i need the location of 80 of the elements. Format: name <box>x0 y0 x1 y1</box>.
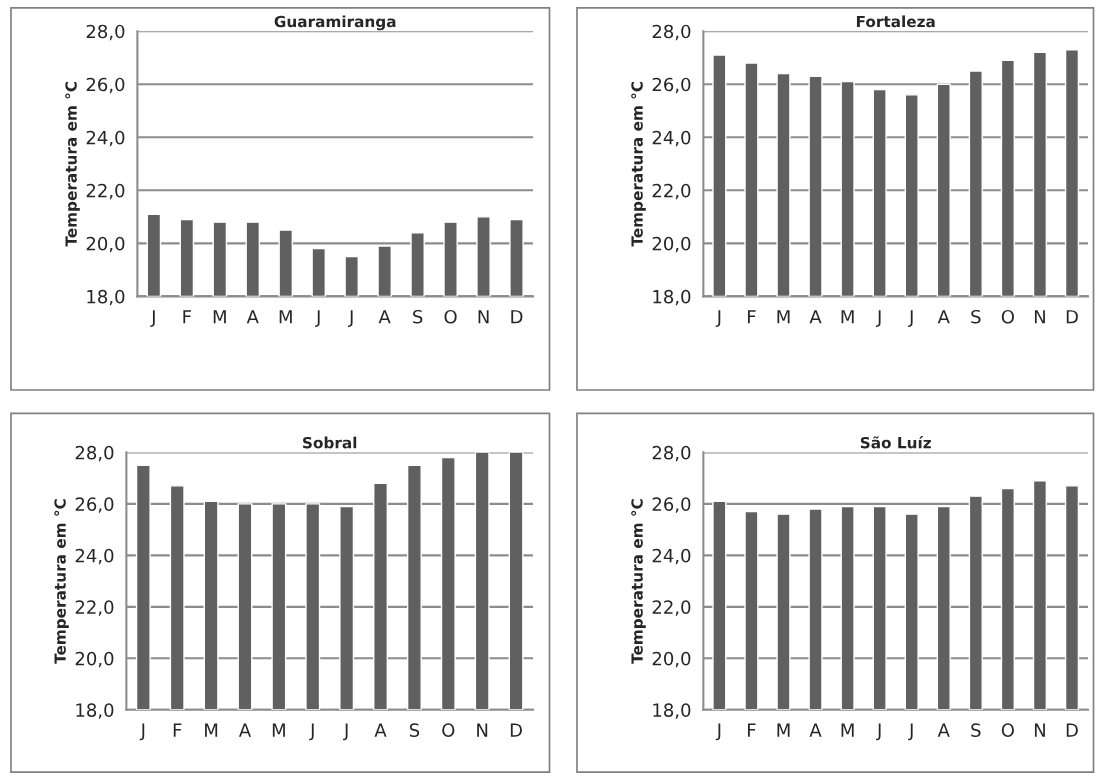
x-tick-label: F <box>748 723 756 737</box>
x-tick-label: J <box>309 723 314 741</box>
chart-title: Fortaleza <box>856 15 935 28</box>
x-tick-label: J <box>715 310 721 327</box>
y-tick-label: 20,0 <box>652 236 691 253</box>
x-tick-label: A <box>809 310 822 324</box>
x-tick-label: A <box>238 723 252 737</box>
x-tick-label: D <box>510 723 522 737</box>
x-tick-label: M <box>777 310 790 324</box>
x-tick-label: J <box>150 310 155 327</box>
x-tick-label: O <box>1001 723 1014 737</box>
x-tick-label: M <box>279 310 292 324</box>
chart-title: Guaramiranga <box>274 15 396 31</box>
x-tick-label: J <box>908 310 913 327</box>
x-tick-label: N <box>1034 723 1045 737</box>
chart-title: Sobral <box>303 436 357 449</box>
chart-title: São Luíz <box>860 436 931 449</box>
x-tick-label: A <box>809 723 822 737</box>
x-tick-label: J <box>348 310 353 327</box>
x-tick-label: J <box>908 723 913 741</box>
y-axis-title: Temperatura em °C <box>65 81 80 247</box>
y-tick-label: 28,0 <box>75 445 114 462</box>
x-tick-label: D <box>511 310 523 324</box>
x-tick-label: S <box>971 723 981 737</box>
y-tick-label: 24,0 <box>652 130 691 147</box>
x-tick-label: N <box>477 723 488 737</box>
y-tick-label: 28,0 <box>652 24 691 41</box>
y-tick-label: 22,0 <box>652 183 691 200</box>
y-tick-label: 18,0 <box>87 289 125 306</box>
y-tick-label: 24,0 <box>86 130 125 147</box>
x-tick-label: J <box>315 310 320 327</box>
y-tick-label: 20,0 <box>75 651 114 668</box>
x-tick-label: M <box>841 723 854 737</box>
x-tick-label: A <box>246 310 259 324</box>
y-tick-label: 28,0 <box>652 445 691 462</box>
y-tick-label: 26,0 <box>652 77 691 94</box>
x-tick-label: S <box>413 309 423 324</box>
y-tick-label: 26,0 <box>75 497 114 513</box>
y-tick-label: 24,0 <box>652 548 691 565</box>
x-tick-label: F <box>183 310 191 324</box>
x-tick-label: J <box>876 310 881 327</box>
x-tick-label: D <box>1066 310 1078 324</box>
x-tick-label: J <box>139 723 145 741</box>
x-tick-label: A <box>378 310 391 324</box>
x-tick-label: J <box>343 723 348 741</box>
x-tick-label: O <box>442 723 455 737</box>
x-tick-label: J <box>876 723 881 741</box>
x-tick-label: F <box>748 310 756 324</box>
y-tick-label: 18,0 <box>653 289 691 306</box>
y-axis-title: Temperatura em °C <box>54 499 69 664</box>
y-tick-label: 26,0 <box>652 497 691 513</box>
x-tick-label: O <box>444 309 457 324</box>
x-tick-label: A <box>374 723 387 737</box>
y-tick-label: 18,0 <box>653 703 691 719</box>
y-axis-title: Temperatura em °C <box>631 499 646 664</box>
x-tick-label: M <box>777 723 790 737</box>
x-tick-label: M <box>841 310 854 324</box>
x-tick-label: M <box>205 723 218 737</box>
x-tick-label: N <box>1034 310 1045 324</box>
y-tick-label: 18,0 <box>76 703 114 719</box>
y-tick-label: 20,0 <box>86 236 125 253</box>
x-tick-label: M <box>213 310 226 324</box>
x-tick-label: N <box>478 310 489 324</box>
x-tick-label: O <box>1001 309 1014 324</box>
x-tick-label: S <box>409 723 420 737</box>
y-tick-label: 28,0 <box>86 24 125 41</box>
x-tick-label: A <box>937 310 950 324</box>
x-tick-label: D <box>1066 723 1078 737</box>
x-tick-label: S <box>971 309 981 324</box>
y-tick-label: 22,0 <box>652 600 691 616</box>
y-tick-label: 24,0 <box>75 548 114 565</box>
y-tick-label: 20,0 <box>652 651 691 668</box>
y-axis-title: Temperatura em °C <box>631 81 646 247</box>
x-tick-label: F <box>173 723 182 737</box>
x-tick-label: M <box>272 723 285 737</box>
x-tick-label: J <box>715 723 721 741</box>
y-tick-label: 22,0 <box>86 183 125 200</box>
y-tick-label: 26,0 <box>86 77 125 94</box>
x-tick-label: A <box>937 723 950 737</box>
y-tick-label: 22,0 <box>75 600 114 616</box>
